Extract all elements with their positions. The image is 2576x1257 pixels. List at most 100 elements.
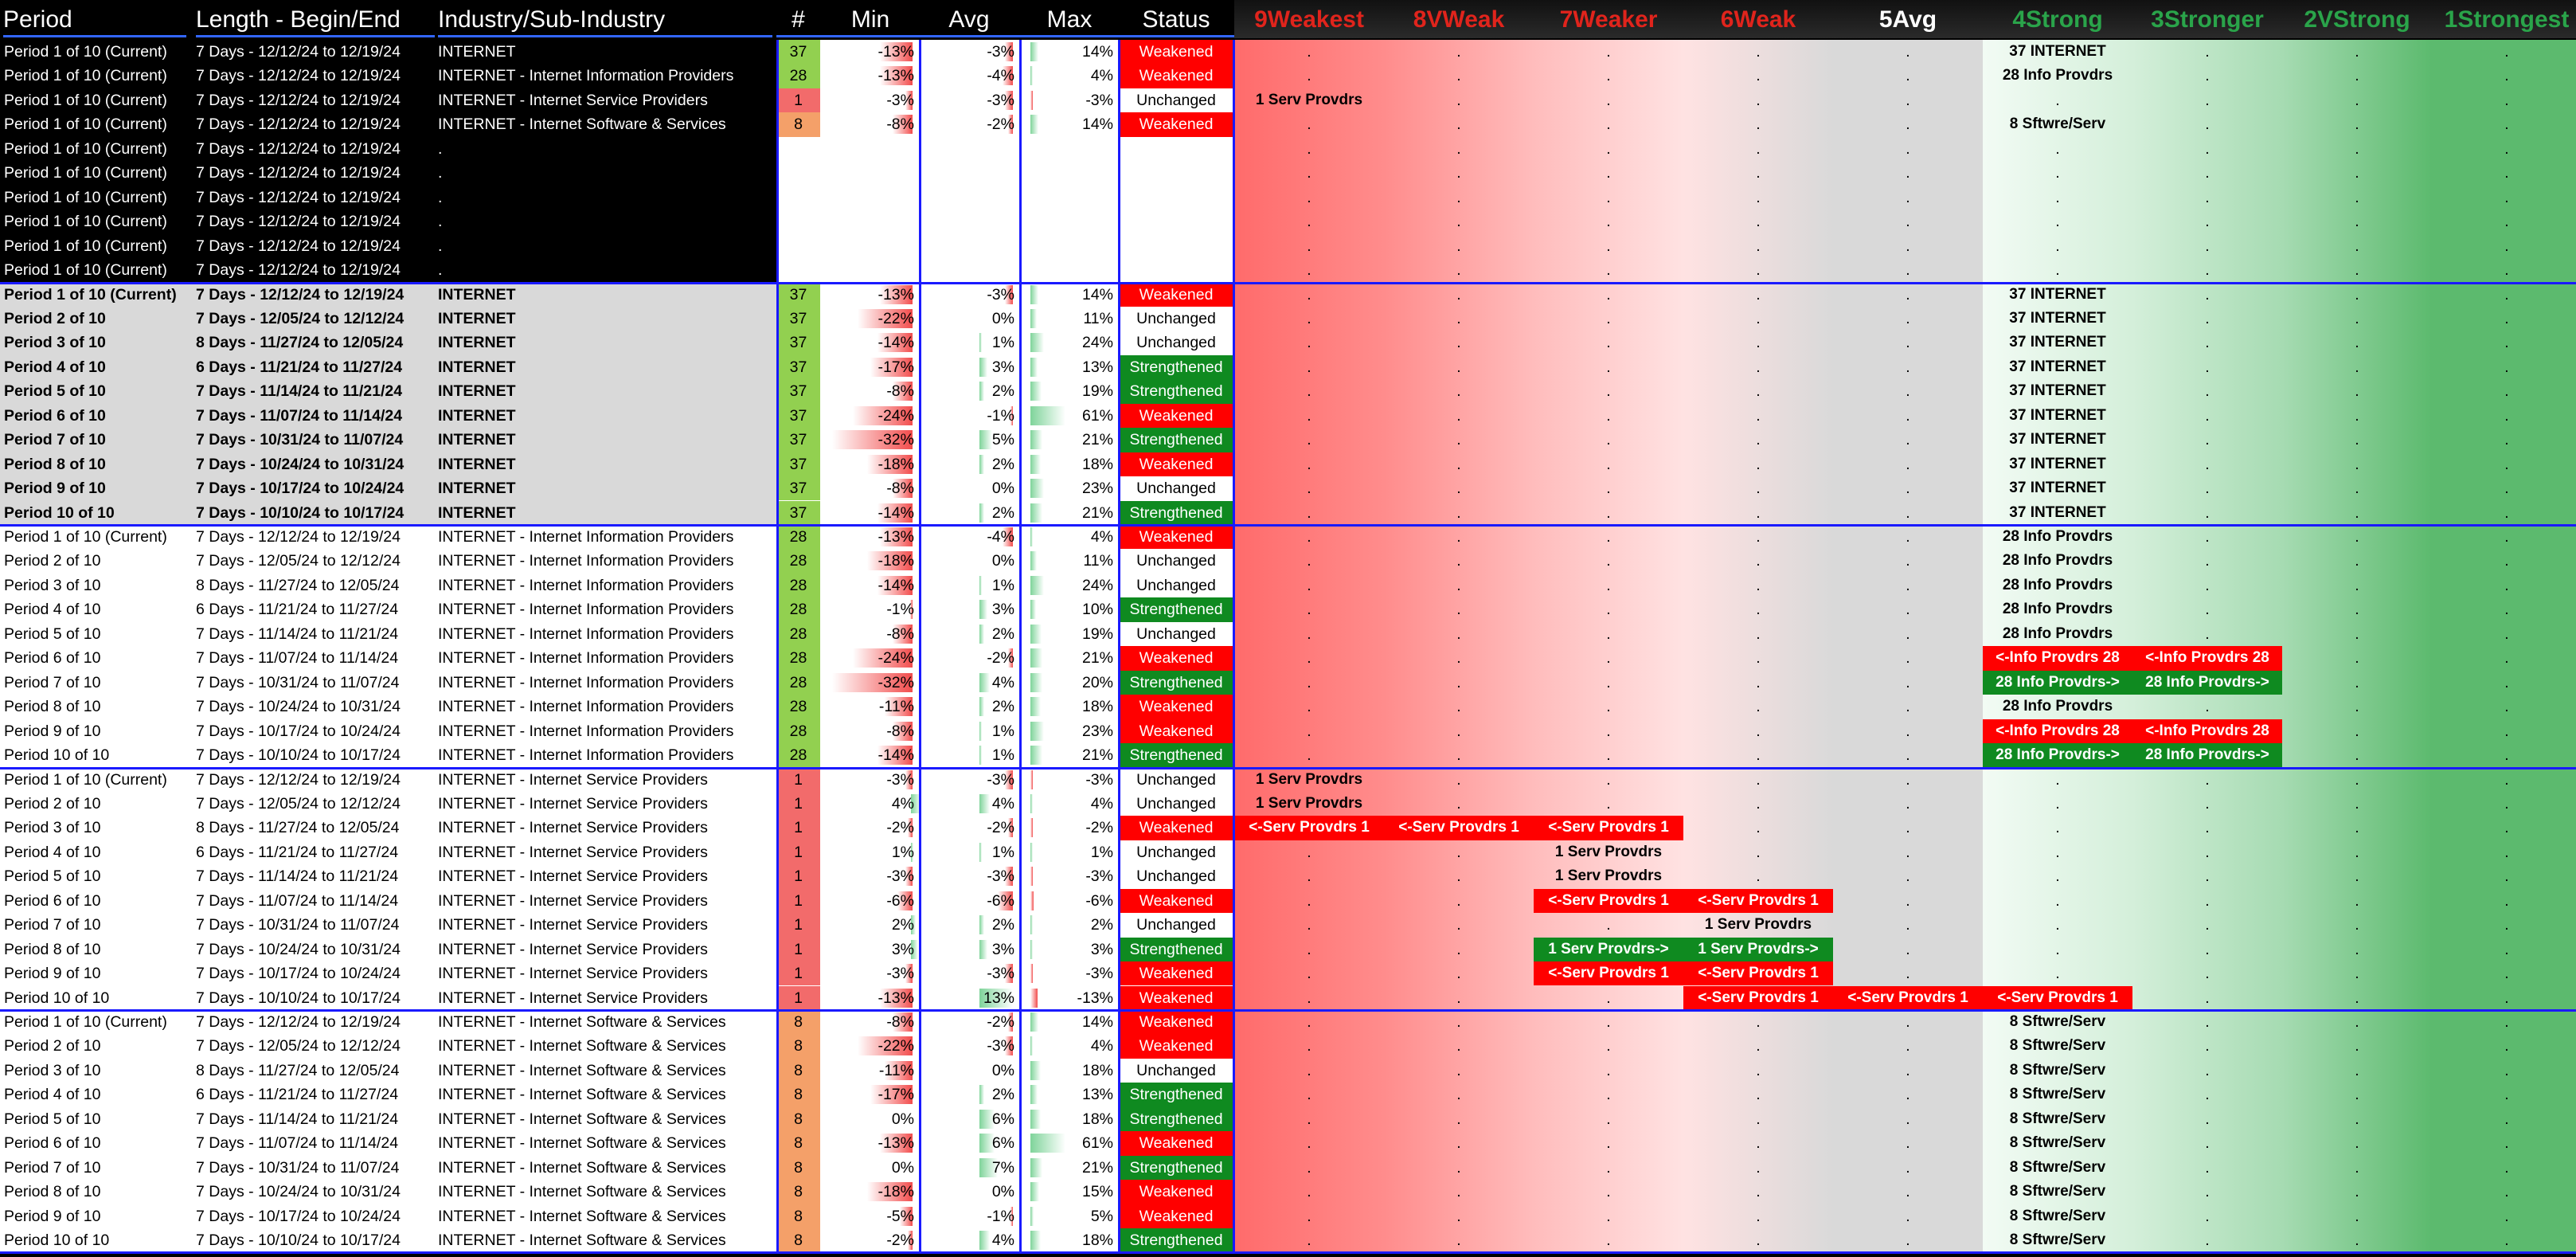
table-row[interactable]: Period 7 of 10 7 Days - 10/31/24 to 11/07… [0,913,2576,938]
table-row[interactable]: Period 5 of 10 7 Days - 11/14/24 to 11/21… [0,621,2576,647]
period-cell: Period 9 of 10 [4,1207,101,1225]
header-period[interactable]: Period [3,6,72,33]
zone-empty: . [2055,819,2060,837]
zone-header-4[interactable]: 4Strong [1983,0,2132,38]
table-row[interactable]: Period 1 of 10 (Current) 7 Days - 12/12/2… [0,258,2576,282]
header-avg[interactable]: Avg [948,6,990,33]
table-row[interactable]: Period 4 of 10 6 Days - 11/21/24 to 11/27… [0,354,2576,380]
count-cell: 1 [776,913,820,938]
zone-header-2[interactable]: 2VStrong [2282,0,2432,38]
table-row[interactable]: Period 2 of 10 7 Days - 12/05/24 to 12/12… [0,306,2576,331]
table-row[interactable]: Period 5 of 10 7 Days - 11/14/24 to 11/21… [0,1106,2576,1132]
positive-data-bar [1030,42,1039,61]
metric-avg-cell: 5% [921,428,1019,452]
zone-header-5[interactable]: 5Avg [1833,0,1983,38]
period-cell: Period 8 of 10 [4,455,106,473]
table-row[interactable]: Period 6 of 10 7 Days - 11/07/24 to 11/14… [0,646,2576,671]
industry-cell: INTERNET - Internet Information Provider… [438,552,734,570]
metric-max-cell: 19% [1021,379,1118,403]
table-row[interactable]: Period 1 of 10 (Current) 7 Days - 12/12/2… [0,88,2576,113]
table-row[interactable]: Period 5 of 10 7 Days - 11/14/24 to 11/21… [0,379,2576,404]
header-length[interactable]: Length - Begin/End [196,6,401,33]
table-row[interactable]: Period 2 of 10 7 Days - 12/05/24 to 12/12… [0,549,2576,574]
table-row[interactable]: Period 4 of 10 6 Days - 11/21/24 to 11/27… [0,597,2576,622]
count-cell: 37 [776,306,820,331]
table-row[interactable]: Period 9 of 10 7 Days - 10/17/24 to 10/24… [0,476,2576,501]
table-row[interactable]: Period 8 of 10 7 Days - 10/24/24 to 10/31… [0,695,2576,719]
header-min[interactable]: Min [850,6,890,33]
header-max[interactable]: Max [1046,6,1093,33]
table-row[interactable]: Period 1 of 10 (Current) 7 Days - 12/12/2… [0,137,2576,161]
table-row[interactable]: Period 3 of 10 8 Days - 11/27/24 to 12/05… [0,331,2576,355]
zone-header-7[interactable]: 7Weaker [1534,0,1683,38]
period-cell: Period 3 of 10 [4,334,106,352]
table-row[interactable]: Period 7 of 10 7 Days - 10/31/24 to 11/07… [0,1155,2576,1181]
table-row[interactable]: Period 2 of 10 7 Days - 12/05/24 to 12/12… [0,791,2576,816]
table-row[interactable]: Period 1 of 10 (Current) 7 Days - 12/12/2… [0,234,2576,258]
negative-data-bar [1005,867,1013,887]
table-row[interactable]: Period 1 of 10 (Current) 7 Days - 12/12/2… [0,282,2576,307]
zone-header-6[interactable]: 6Weak [1683,0,1833,38]
table-row[interactable]: Period 8 of 10 7 Days - 10/24/24 to 10/31… [0,452,2576,477]
table-row[interactable]: Period 1 of 10 (Current) 7 Days - 12/12/2… [0,767,2576,792]
table-row[interactable]: Period 10 of 10 7 Days - 10/10/24 to 10/1… [0,1228,2576,1253]
negative-data-bar [1005,964,1013,984]
metric-min-cell: -3% [822,961,919,985]
metric-avg-cell: 2% [921,379,1019,403]
positive-data-bar [1030,793,1033,813]
header-status[interactable]: Status [1142,6,1210,33]
percent-value: 3% [891,940,914,958]
zone-header-3[interactable]: 3Stronger [2132,0,2282,38]
percent-value: -3% [886,91,914,109]
table-row[interactable]: Period 3 of 10 8 Days - 11/27/24 to 12/05… [0,573,2576,598]
table-row[interactable]: Period 4 of 10 6 Days - 11/21/24 to 11/27… [0,840,2576,865]
table-row[interactable]: Period 6 of 10 7 Days - 11/07/24 to 11/14… [0,888,2576,914]
table-row[interactable]: Period 6 of 10 7 Days - 11/07/24 to 11/14… [0,1131,2576,1156]
length-cell: 7 Days - 12/05/24 to 12/12/24 [196,794,401,813]
percent-value: -17% [878,1086,914,1104]
table-row[interactable]: Period 1 of 10 (Current) 7 Days - 12/12/2… [0,64,2576,88]
table-row[interactable]: Period 10 of 10 7 Days - 10/10/24 to 10/1… [0,743,2576,768]
header-count[interactable]: # [792,6,805,33]
count-cell: 8 [776,1058,820,1083]
table-row[interactable]: Period 3 of 10 8 Days - 11/27/24 to 12/05… [0,1058,2576,1083]
count-cell: 28 [776,695,820,719]
zone-header-9[interactable]: 9Weakest [1234,0,1384,38]
zone-header-1[interactable]: 1Strongest [2432,0,2576,38]
zone-empty: . [1456,1183,1461,1201]
table-row[interactable]: Period 3 of 10 8 Days - 11/27/24 to 12/05… [0,816,2576,840]
table-row[interactable]: Period 10 of 10 7 Days - 10/10/24 to 10/1… [0,985,2576,1010]
table-row[interactable]: Period 8 of 10 7 Days - 10/24/24 to 10/31… [0,937,2576,962]
negative-data-bar [867,551,913,571]
table-row[interactable]: Period 10 of 10 7 Days - 10/10/24 to 10/1… [0,500,2576,525]
metric-max-cell: 5% [1021,1204,1118,1228]
table-row[interactable]: Period 9 of 10 7 Days - 10/17/24 to 10/24… [0,719,2576,743]
count-cell: 8 [776,1228,820,1253]
table-row[interactable]: Period 7 of 10 7 Days - 10/31/24 to 11/07… [0,428,2576,452]
table-row[interactable]: Period 7 of 10 7 Days - 10/31/24 to 11/07… [0,670,2576,695]
table-row[interactable]: Period 1 of 10 (Current) 7 Days - 12/12/2… [0,186,2576,210]
count-cell: 8 [776,1131,820,1156]
table-row[interactable]: Period 1 of 10 (Current) 7 Days - 12/12/2… [0,40,2576,65]
zone-empty: . [2355,406,2359,425]
table-row[interactable]: Period 2 of 10 7 Days - 12/05/24 to 12/12… [0,1034,2576,1059]
status-badge: . [1174,237,1179,255]
table-row[interactable]: Period 1 of 10 (Current) 7 Days - 12/12/2… [0,525,2576,550]
table-row[interactable]: Period 1 of 10 (Current) 7 Days - 12/12/2… [0,112,2576,137]
table-row[interactable]: Period 4 of 10 6 Days - 11/21/24 to 11/27… [0,1083,2576,1107]
zone-header-8[interactable]: 8VWeak [1384,0,1534,38]
table-row[interactable]: Period 9 of 10 7 Days - 10/17/24 to 10/24… [0,1204,2576,1228]
zone-empty: . [1606,1086,1611,1104]
negative-data-bar [880,284,913,304]
table-row[interactable]: Period 5 of 10 7 Days - 11/14/24 to 11/21… [0,864,2576,889]
zone-label: 1 Serv Provdrs [1554,867,1663,885]
table-row[interactable]: Period 6 of 10 7 Days - 11/07/24 to 11/14… [0,403,2576,429]
table-row[interactable]: Period 1 of 10 (Current) 7 Days - 12/12/2… [0,1010,2576,1035]
table-row[interactable]: Period 8 of 10 7 Days - 10/24/24 to 10/31… [0,1180,2576,1204]
zone-empty: . [1756,843,1761,861]
table-row[interactable]: Period 1 of 10 (Current) 7 Days - 12/12/2… [0,161,2576,185]
header-industry[interactable]: Industry/Sub-Industry [438,6,666,33]
table-row[interactable]: Period 9 of 10 7 Days - 10/17/24 to 10/24… [0,961,2576,986]
percent-value: 1% [991,843,1014,861]
table-row[interactable]: Period 1 of 10 (Current) 7 Days - 12/12/2… [0,210,2576,233]
